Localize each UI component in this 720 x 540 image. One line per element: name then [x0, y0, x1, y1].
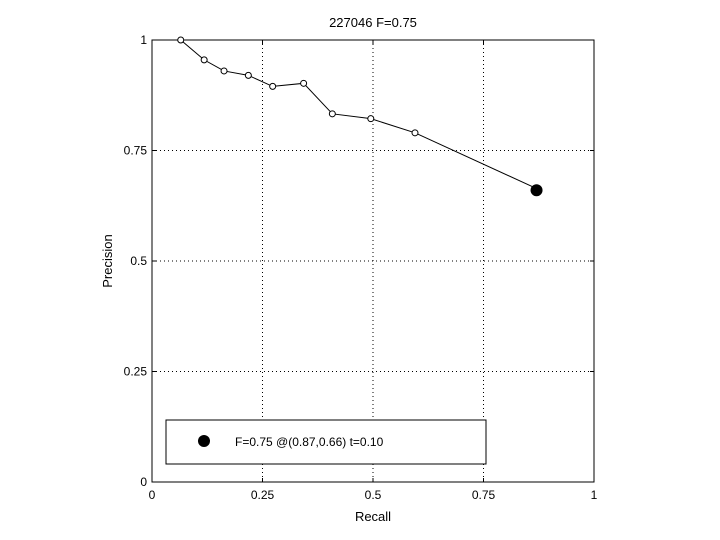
best-f-point-marker	[530, 184, 543, 197]
precision-recall-curve	[180, 39, 538, 190]
data-point	[200, 56, 208, 64]
data-point	[367, 115, 375, 123]
data-point	[300, 79, 308, 87]
chart-title: 227046 F=0.75	[329, 15, 417, 30]
y-axis-label: Precision	[100, 234, 115, 287]
data-point	[244, 71, 252, 79]
y-tick-label: 1	[140, 33, 147, 47]
x-tick-label: 0.25	[251, 488, 275, 502]
data-point	[269, 82, 277, 90]
legend-marker	[198, 435, 210, 447]
grid-lines	[152, 40, 594, 482]
x-tick-label: 0	[149, 488, 156, 502]
legend: F=0.75 @(0.87,0.66) t=0.10	[165, 419, 487, 465]
x-tick-label: 0.75	[472, 488, 496, 502]
data-point	[177, 36, 185, 44]
x-tick-label: 0.5	[365, 488, 382, 502]
y-tick-label: 0	[140, 475, 147, 489]
x-axis-label: Recall	[355, 509, 391, 524]
y-tick-labels: 0 0.25 0.5 0.75 1	[124, 33, 148, 489]
series-markers	[177, 36, 541, 193]
legend-box	[165, 419, 487, 465]
legend-entry-text: F=0.75 @(0.87,0.66) t=0.10	[235, 435, 384, 449]
data-point	[328, 110, 336, 118]
y-tick-label: 0.75	[124, 144, 148, 158]
data-point	[411, 129, 419, 137]
axis-ticks	[151, 39, 595, 483]
x-tick-label: 1	[591, 488, 598, 502]
y-tick-label: 0.5	[130, 254, 147, 268]
y-tick-label: 0.25	[124, 365, 148, 379]
x-tick-labels: 0 0.25 0.5 0.75 1	[149, 488, 598, 502]
data-point	[220, 67, 228, 75]
